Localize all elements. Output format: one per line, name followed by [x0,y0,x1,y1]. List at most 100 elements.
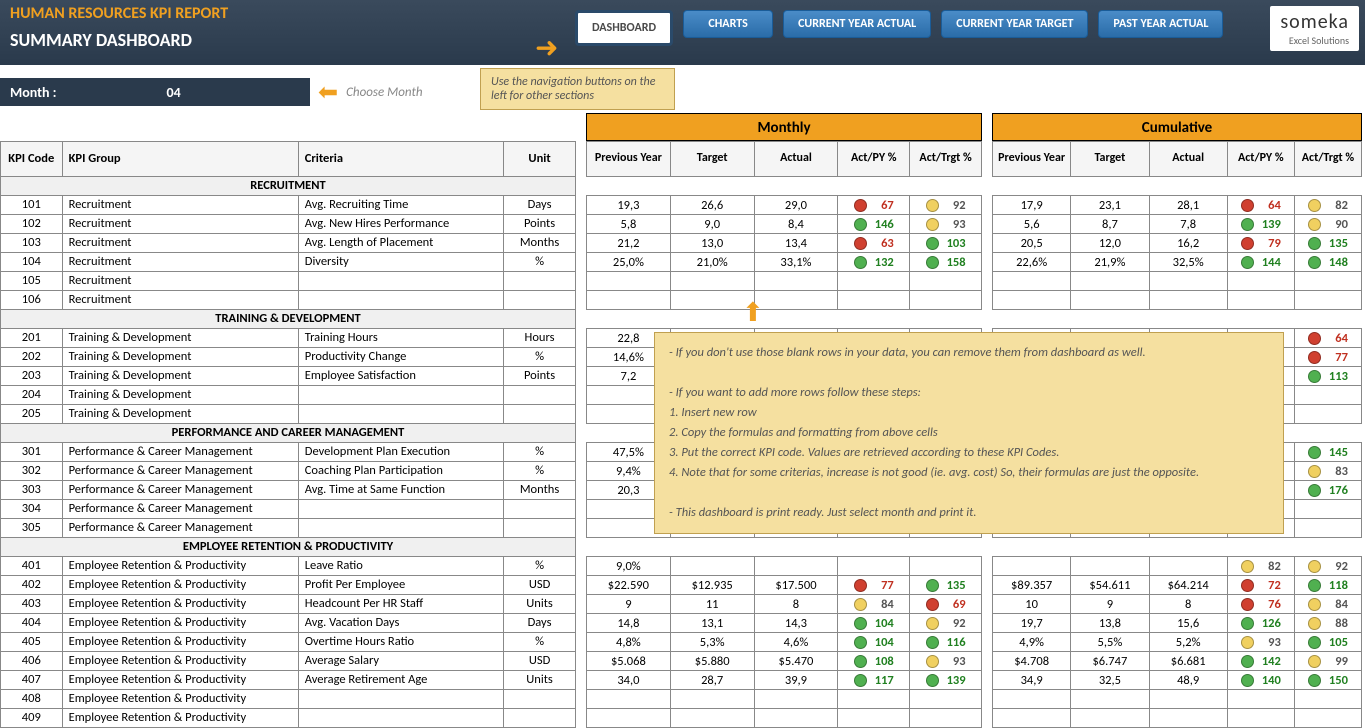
table-row: 203Training & DevelopmentEmployee Satisf… [1,366,576,385]
table-row [993,272,1362,291]
table-row: 106Recruitment [1,290,576,309]
month-label: Month : [10,84,57,101]
col-target: Target [1071,142,1149,177]
month-row: Month : 04 ⬅ Choose Month [0,77,1365,107]
col-unit: Unit [504,141,576,176]
month-value: 04 [167,84,181,101]
table-row [993,538,1362,557]
table-row [587,291,982,310]
table-row: 406Employee Retention & ProductivityAver… [1,651,576,670]
table-row: 301Performance & Career ManagementDevelo… [1,442,576,461]
table-row [587,690,982,709]
table-row: $5.068$5.880$5.47010893 [587,652,982,671]
table-row: 14,813,114,310492 [587,614,982,633]
table-row: 103RecruitmentAvg. Length of PlacementMo… [1,233,576,252]
table-row [993,310,1362,329]
col-kpi-group: KPI Group [62,141,298,176]
table-row: 5,68,77,813990 [993,215,1362,234]
table-row: 21,213,013,463103 [587,234,982,253]
nav-dashboard[interactable]: DASHBOARD [575,10,673,46]
section-header: EMPLOYEE RETENTION & PRODUCTIVITY [1,537,576,556]
table-row: 204Training & Development [1,385,576,404]
table-row: 304Performance & Career Management [1,499,576,518]
section-header: RECRUITMENT [1,176,576,195]
table-row: 5,89,08,414693 [587,215,982,234]
col-prev-year: Previous Year [587,142,671,177]
table-row [587,538,982,557]
table-row: 104RecruitmentDiversity% [1,252,576,271]
col-act-py: Act/PY % [838,142,910,177]
table-row: 401Employee Retention & ProductivityLeav… [1,556,576,575]
table-row: 405Employee Retention & ProductivityOver… [1,632,576,651]
table-row: 22,6%21,9%32,5%144148 [993,253,1362,272]
col-act-trgt: Act/Trgt % [910,142,982,177]
table-row: 302Performance & Career ManagementCoachi… [1,461,576,480]
cumulative-header: Cumulative [992,113,1362,141]
col-actual: Actual [754,142,838,177]
table-row [993,291,1362,310]
col-kpi-code: KPI Code [1,141,63,176]
table-row: 17,923,128,16482 [993,196,1362,215]
section-header: TRAINING & DEVELOPMENT [1,309,576,328]
kpi-definitions: KPI Code KPI Group Criteria Unit RECRUIT… [0,113,576,728]
table-row: 408Employee Retention & Productivity [1,689,576,708]
table-row: 10987684 [993,595,1362,614]
table-row: 409Employee Retention & Productivity [1,708,576,727]
month-selector[interactable]: Month : 04 [0,78,310,106]
table-row [587,272,982,291]
table-row: 101RecruitmentAvg. Recruiting TimeDays [1,195,576,214]
table-row: 19,326,629,06792 [587,196,982,215]
table-row: 303Performance & Career ManagementAvg. T… [1,480,576,499]
nav-py-actual[interactable]: PAST YEAR ACTUAL [1098,10,1223,38]
table-row [587,310,982,329]
table-row [993,690,1362,709]
table-row: $89.357$54.611$64.21472118 [993,576,1362,595]
table-row: 305Performance & Career Management [1,518,576,537]
table-row: 201Training & DevelopmentTraining HoursH… [1,328,576,347]
arrow-icon: ⬅ [318,78,338,107]
table-row: $22.590$12.935$17.50077135 [587,576,982,595]
nav-charts[interactable]: CHARTS [683,10,773,38]
nav-tip: Use the navigation buttons on the left f… [480,68,675,110]
instructions-tip: - If you don't use those blank rows in y… [654,332,1284,534]
col-criteria: Criteria [298,141,503,176]
table-row: 105Recruitment [1,271,576,290]
col-prev-year: Previous Year [993,142,1071,177]
table-row: 9,0% [587,557,982,576]
section-header: PERFORMANCE AND CAREER MANAGEMENT [1,423,576,442]
table-row: 8292 [993,557,1362,576]
table-row: 402Employee Retention & ProductivityProf… [1,575,576,594]
month-hint: Choose Month [346,85,422,100]
arrow-icon: ➜ [535,30,558,65]
table-row [993,177,1362,196]
table-row: 19,713,815,612688 [993,614,1362,633]
nav-cy-target[interactable]: CURRENT YEAR TARGET [941,10,1088,38]
table-row: 202Training & DevelopmentProductivity Ch… [1,347,576,366]
table-row [993,709,1362,728]
table-row: 34,932,548,9140150 [993,671,1362,690]
nav-bar: DASHBOARD CHARTS CURRENT YEAR ACTUAL CUR… [575,10,1223,46]
table-row: 4,8%5,3%4,6%104116 [587,633,982,652]
table-row [587,177,982,196]
table-row: 205Training & Development [1,404,576,423]
table-row: 34,028,739,9117139 [587,671,982,690]
table-row: 20,512,016,279135 [993,234,1362,253]
table-row: $4.708$6.747$6.68114299 [993,652,1362,671]
table-row: 91188469 [587,595,982,614]
table-row [587,709,982,728]
col-act-trgt: Act/Trgt % [1294,142,1361,177]
header: HUMAN RESOURCES KPI REPORT SUMMARY DASHB… [0,0,1365,65]
table-row: 403Employee Retention & ProductivityHead… [1,594,576,613]
col-act-py: Act/PY % [1227,142,1294,177]
col-actual: Actual [1149,142,1227,177]
table-row: 25,0%21,0%33,1%132158 [587,253,982,272]
logo: someka Excel Solutions [1270,6,1359,51]
col-target: Target [670,142,754,177]
table-row: 407Employee Retention & ProductivityAver… [1,670,576,689]
arrow-icon: ⬆ [742,296,764,328]
nav-cy-actual[interactable]: CURRENT YEAR ACTUAL [783,10,931,38]
monthly-header: Monthly [586,113,982,141]
table-row: 102RecruitmentAvg. New Hires Performance… [1,214,576,233]
table-row: 4,9%5,5%5,2%93105 [993,633,1362,652]
table-row: 404Employee Retention & ProductivityAvg.… [1,613,576,632]
